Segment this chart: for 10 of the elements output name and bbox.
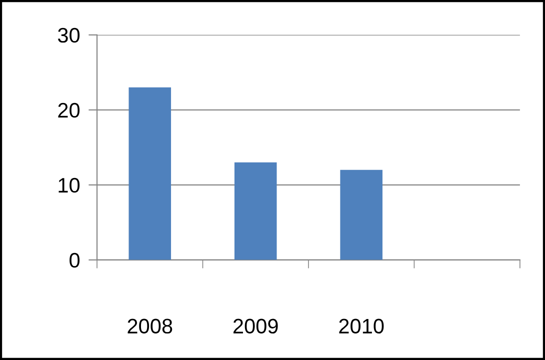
y-tick-label: 20	[58, 102, 80, 118]
y-tick-label: 10	[58, 178, 80, 193]
y-tick-label: 0	[70, 252, 80, 268]
x-tick-label: 2010	[339, 318, 384, 334]
bar	[128, 87, 172, 260]
bar	[234, 162, 277, 260]
bar	[340, 170, 382, 260]
x-tick-label: 2008	[128, 318, 172, 334]
y-tick-label: 30	[58, 28, 80, 43]
x-tick-label: 2009	[233, 318, 278, 334]
